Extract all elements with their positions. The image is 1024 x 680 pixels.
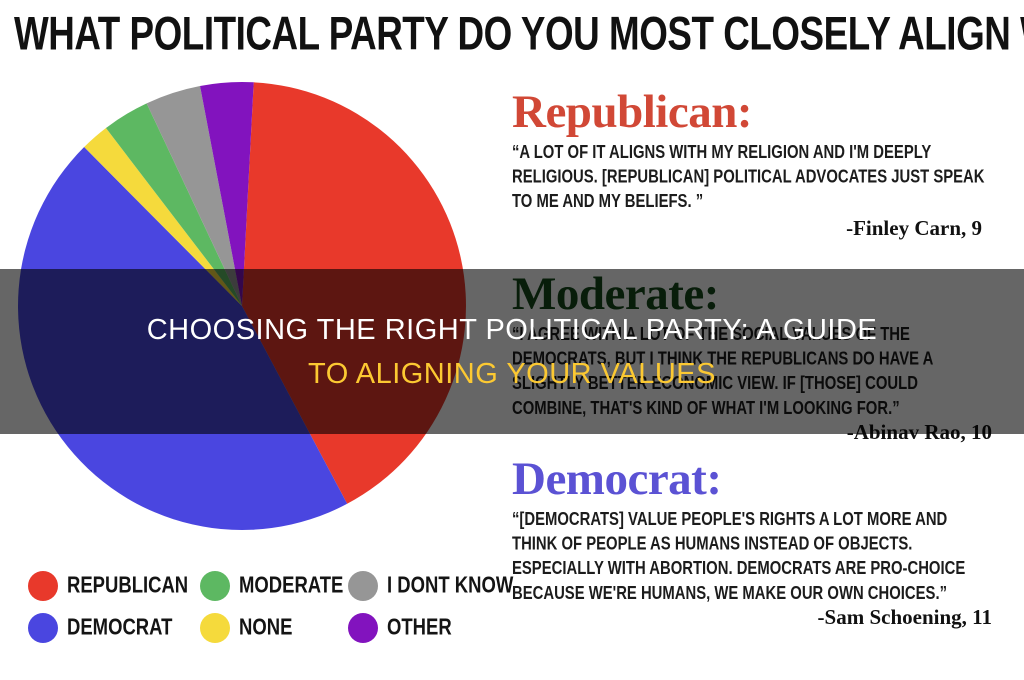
quote-attribution-democrat: -Sam Schoening, 11 — [817, 605, 992, 629]
legend-item-republican: REPUBLICAN — [28, 571, 200, 601]
legend-item-none: NONE — [200, 613, 348, 643]
legend-label-moderate: MODERATE — [239, 572, 344, 599]
overlay-scrim — [0, 269, 1024, 434]
legend-label-other: OTHER — [387, 614, 452, 641]
pie-slice-other — [200, 82, 254, 306]
legend-swatch-moderate — [200, 571, 230, 601]
legend-swatch-none — [200, 613, 230, 643]
pie-slice-none — [84, 128, 242, 306]
legend-label-republican: REPUBLICAN — [67, 572, 189, 599]
legend-swatch-republican — [28, 571, 58, 601]
legend-label-i-dont-know: I DONT KNOW — [387, 572, 514, 599]
quote-block-republican: Republican: “A LOT OF IT ALIGNS WITH MY … — [512, 86, 984, 241]
quote-heading-democrat: Democrat: — [512, 453, 722, 505]
quote-text-republican: “A LOT OF IT ALIGNS WITH MY RELIGION AND… — [512, 142, 985, 212]
legend-swatch-democrat — [28, 613, 58, 643]
legend-label-none: NONE — [239, 614, 293, 641]
pie-slice-i-dont-know — [146, 85, 242, 306]
quote-attribution-republican: -Finley Carn, 9 — [846, 216, 982, 240]
quote-text-democrat: “[DEMOCRATS] VALUE PEOPLE'S RIGHTS A LOT… — [512, 509, 966, 604]
legend-label-democrat: DEMOCRAT — [67, 614, 173, 641]
page-title: WHAT POLITICAL PARTY DO YOU MOST CLOSELY… — [14, 8, 1024, 60]
pie-slice-moderate — [105, 103, 242, 306]
legend-item-moderate: MODERATE — [200, 571, 348, 601]
legend-item-i-dont-know: I DONT KNOW — [348, 571, 513, 601]
legend-swatch-i-dont-know — [348, 571, 378, 601]
quote-heading-republican: Republican: — [512, 86, 753, 138]
legend-item-democrat: DEMOCRAT — [28, 613, 200, 643]
chart-legend: REPUBLICAN MODERATE I DONT KNOW DEMOCRAT… — [28, 565, 513, 655]
legend-swatch-other — [348, 613, 378, 643]
quote-block-democrat: Democrat: “[DEMOCRATS] VALUE PEOPLE'S RI… — [512, 453, 992, 630]
legend-item-other: OTHER — [348, 613, 498, 643]
